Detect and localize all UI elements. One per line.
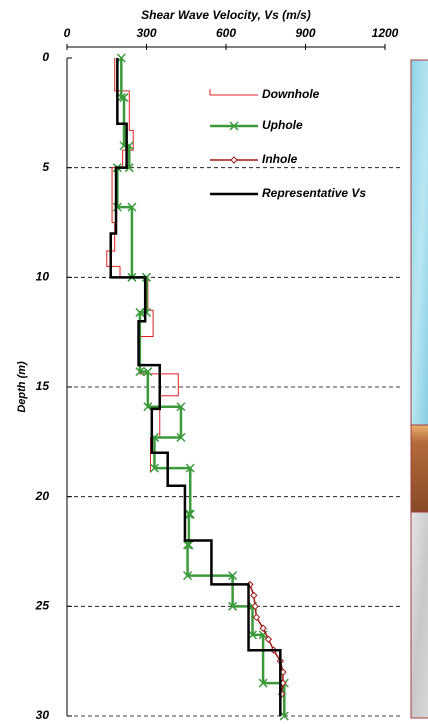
x-marker (184, 540, 194, 550)
x-marker (184, 509, 194, 519)
x-marker (149, 463, 159, 473)
x-tick-label: 900 (295, 26, 315, 40)
y-tick-label: 0 (42, 50, 49, 64)
legend-label: Uphole (262, 118, 303, 132)
x-marker (228, 571, 238, 581)
series-line (109, 58, 282, 716)
x-marker (247, 630, 258, 640)
x-marker (112, 202, 122, 212)
x-tick-label: 600 (216, 26, 236, 40)
x-marker (183, 540, 193, 550)
x-marker (183, 571, 193, 581)
x-marker (143, 402, 153, 412)
x-marker (135, 367, 145, 377)
diamond-marker (251, 602, 259, 611)
x-marker (116, 53, 126, 63)
y-tick-label: 30 (36, 708, 50, 722)
x-marker (143, 367, 153, 377)
diamond-marker (264, 635, 273, 643)
x-tick-label: 1200 (372, 26, 399, 40)
y-tick-label: 5 (42, 160, 49, 174)
x-marker (119, 92, 129, 103)
x-marker (176, 402, 186, 412)
x-tick-label: 300 (136, 26, 156, 40)
x-marker (185, 463, 195, 473)
x-marker (228, 601, 238, 611)
x-marker (185, 509, 195, 519)
y-tick-label: 20 (35, 489, 50, 503)
x-marker (135, 307, 145, 317)
y-tick-label: 25 (35, 599, 50, 613)
series-line (106, 58, 179, 473)
x-marker (127, 202, 137, 212)
x-marker (279, 711, 289, 721)
x-tick-label: 0 (64, 26, 71, 40)
diamond-marker (250, 591, 258, 600)
diamond-marker (252, 613, 261, 622)
y-tick-label: 15 (36, 379, 50, 393)
x-marker (141, 272, 152, 282)
soil-column (410, 59, 428, 719)
legend-label: Inhole (262, 152, 298, 166)
legend-marker (229, 121, 239, 131)
chart-title: Shear Wave Velocity, Vs (m/s) (141, 8, 311, 22)
x-marker (116, 92, 126, 103)
legend-marker (230, 156, 238, 164)
legend-label: Downhole (262, 87, 320, 101)
y-tick-label: 10 (36, 270, 50, 284)
x-marker (141, 307, 152, 317)
y-axis-label: Depth (m) (16, 361, 28, 413)
x-marker (176, 432, 186, 442)
diamond-marker (259, 624, 267, 632)
x-marker (258, 678, 268, 688)
legend-label: Representative Vs (262, 186, 366, 200)
